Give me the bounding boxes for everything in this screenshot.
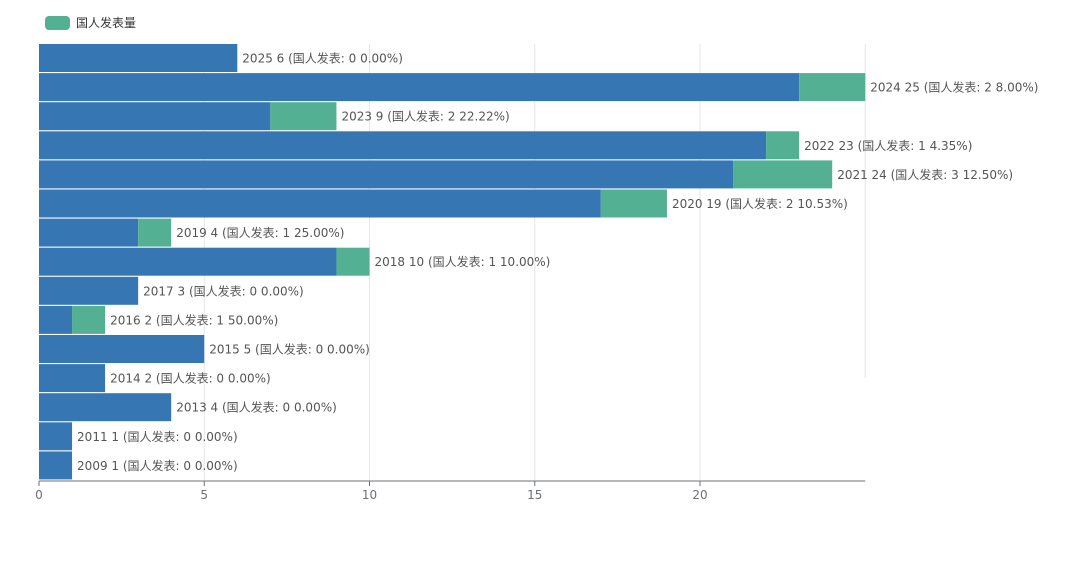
- bar-total-2025[interactable]: [39, 44, 238, 72]
- data-label-2023: 2023 9 (国人发表: 2 22.22%): [341, 109, 509, 124]
- data-label-2016: 2016 2 (国人发表: 1 50.00%): [110, 312, 278, 327]
- legend-swatch-domestic[interactable]: [45, 15, 70, 30]
- data-label-2014: 2014 2 (国人发表: 0 0.00%): [110, 371, 271, 386]
- x-axis: 0 5 10 15 20: [35, 480, 866, 502]
- bar-domestic-2024[interactable]: [799, 73, 866, 102]
- x-tick-label-20: 20: [692, 488, 707, 502]
- data-label-2024: 2024 25 (国人发表: 2 8.00%): [870, 80, 1038, 95]
- bar-total-2024[interactable]: [39, 73, 800, 102]
- data-label-2021: 2021 24 (国人发表: 3 12.50%): [837, 167, 1013, 182]
- data-label-2013: 2013 4 (国人发表: 0 0.00%): [176, 400, 337, 415]
- bar-total-2017[interactable]: [39, 276, 139, 305]
- x-tick-label-10: 10: [362, 488, 377, 502]
- label-layer: 2025 6 (国人发表: 0 0.00%) 2024 25 (国人发表: 2 8…: [77, 51, 1038, 473]
- bar-total-2011[interactable]: [39, 422, 73, 451]
- data-label-2009: 2009 1 (国人发表: 0 0.00%): [77, 458, 238, 473]
- bar-total-2022[interactable]: [39, 131, 767, 160]
- bar-domestic-2019[interactable]: [138, 218, 172, 247]
- legend[interactable]: 国人发表量: [45, 14, 136, 31]
- bar-domestic-2020[interactable]: [600, 189, 667, 218]
- data-label-2022: 2022 23 (国人发表: 1 4.35%): [804, 138, 972, 153]
- bar-total-2013[interactable]: [39, 393, 172, 422]
- bar-domestic-2021[interactable]: [733, 160, 833, 189]
- bar-total-2018[interactable]: [39, 247, 337, 276]
- bar-total-2016[interactable]: [39, 305, 73, 334]
- bar-domestic-2016[interactable]: [72, 305, 106, 334]
- legend-label-domestic[interactable]: 国人发表量: [76, 16, 137, 30]
- bar-domestic-2018[interactable]: [336, 247, 370, 276]
- bar-domestic-2022[interactable]: [766, 131, 800, 160]
- data-label-2025: 2025 6 (国人发表: 0 0.00%): [242, 51, 403, 66]
- bar-domestic-2023[interactable]: [270, 102, 337, 131]
- bar-total-2020[interactable]: [39, 189, 601, 218]
- bar-total-2023[interactable]: [39, 102, 271, 131]
- bar-layer: [39, 44, 866, 480]
- bar-total-2019[interactable]: [39, 218, 139, 247]
- x-tick-label-0: 0: [35, 488, 43, 502]
- x-tick-label-5: 5: [200, 488, 208, 502]
- bar-total-2009[interactable]: [39, 451, 73, 480]
- data-label-2018: 2018 10 (国人发表: 1 10.00%): [375, 254, 551, 269]
- bar-total-2014[interactable]: [39, 364, 106, 393]
- bar-total-2015[interactable]: [39, 335, 205, 363]
- bar-total-2021[interactable]: [39, 160, 734, 189]
- data-label-2017: 2017 3 (国人发表: 0 0.00%): [143, 283, 304, 298]
- x-tick-label-15: 15: [527, 488, 542, 502]
- data-label-2020: 2020 19 (国人发表: 2 10.53%): [672, 196, 848, 211]
- data-label-2015: 2015 5 (国人发表: 0 0.00%): [209, 342, 370, 357]
- data-label-2011: 2011 1 (国人发表: 0 0.00%): [77, 429, 238, 444]
- data-label-2019: 2019 4 (国人发表: 1 25.00%): [176, 225, 344, 240]
